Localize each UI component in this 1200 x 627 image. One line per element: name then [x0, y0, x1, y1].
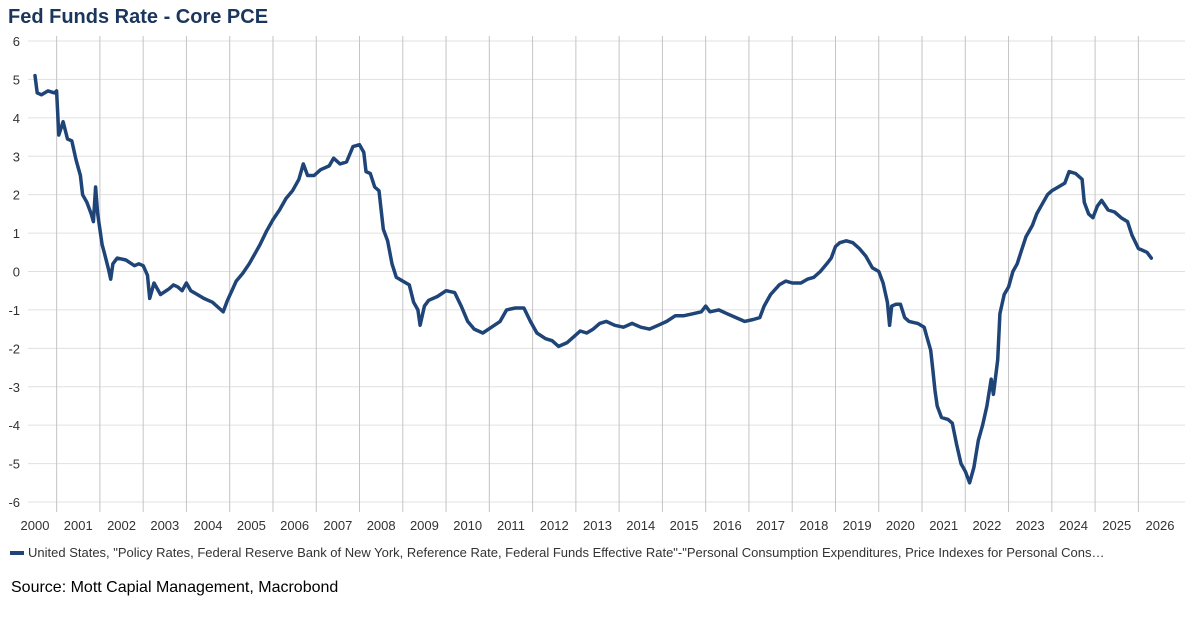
y-tick-label: 2 — [13, 188, 20, 203]
x-tick-label: 2003 — [150, 518, 179, 533]
source-note: Source: Mott Capial Management, Macrobon… — [11, 579, 339, 596]
y-tick-label: 3 — [13, 149, 20, 164]
y-tick-label: -1 — [8, 303, 20, 318]
x-tick-label: 2012 — [540, 518, 569, 533]
x-tick-label: 2000 — [21, 518, 50, 533]
x-tick-label: 2026 — [1146, 518, 1175, 533]
y-tick-label: -2 — [8, 341, 20, 356]
line-chart: 6 5 4 3 2 1 0 -1 -2 -3 -4 -5 -6 2000 2001 2002 2003 2004… — [8, 34, 1185, 533]
x-tick-label: 2008 — [367, 518, 396, 533]
series-line — [33, 73, 1154, 485]
x-tick-label: 2002 — [107, 518, 136, 533]
x-tick-label: 2023 — [1016, 518, 1045, 533]
x-tick-label: 2001 — [64, 518, 93, 533]
legend: United States, "Policy Rates, Federal Re… — [10, 545, 1190, 563]
y-tick-label: -4 — [8, 418, 20, 433]
y-tick-label: 1 — [13, 226, 20, 241]
y-axis-tick-labels: 6 5 4 3 2 1 0 -1 -2 -3 -4 -5 -6 — [8, 34, 20, 510]
legend-label: United States, "Policy Rates, Federal Re… — [28, 545, 1105, 560]
horizontal-gridlines — [28, 40, 1185, 503]
y-tick-label: 5 — [13, 72, 20, 87]
x-tick-label: 2019 — [843, 518, 872, 533]
x-tick-label: 2017 — [756, 518, 785, 533]
x-tick-label: 2015 — [670, 518, 699, 533]
x-axis-tick-labels: 2000 2001 2002 2003 2004 2005 2006 2007 2008 2009… — [21, 518, 1175, 533]
y-tick-label: 6 — [13, 34, 20, 49]
x-tick-label: 2013 — [583, 518, 612, 533]
x-tick-label: 2016 — [713, 518, 742, 533]
x-tick-label: 2020 — [886, 518, 915, 533]
x-tick-label: 2006 — [280, 518, 309, 533]
x-tick-label: 2021 — [929, 518, 958, 533]
vertical-gridlines — [56, 36, 1139, 512]
x-tick-label: 2005 — [237, 518, 266, 533]
y-tick-label: 0 — [13, 265, 20, 280]
x-tick-label: 2024 — [1059, 518, 1088, 533]
x-tick-label: 2004 — [194, 518, 223, 533]
series-layer — [33, 73, 1154, 485]
x-tick-label: 2011 — [497, 518, 525, 533]
y-tick-label: 4 — [13, 111, 20, 126]
chart-title: Fed Funds Rate - Core PCE — [8, 6, 269, 28]
y-tick-label: -3 — [8, 380, 20, 395]
x-tick-label: 2007 — [323, 518, 352, 533]
y-tick-label: -6 — [8, 495, 20, 510]
x-tick-label: 2018 — [799, 518, 828, 533]
x-tick-label: 2022 — [972, 518, 1001, 533]
x-tick-label: 2025 — [1102, 518, 1131, 533]
x-tick-label: 2009 — [410, 518, 439, 533]
x-tick-label: 2010 — [453, 518, 482, 533]
x-tick-label: 2014 — [626, 518, 655, 533]
legend-swatch — [10, 550, 24, 555]
y-tick-label: -5 — [8, 457, 20, 472]
